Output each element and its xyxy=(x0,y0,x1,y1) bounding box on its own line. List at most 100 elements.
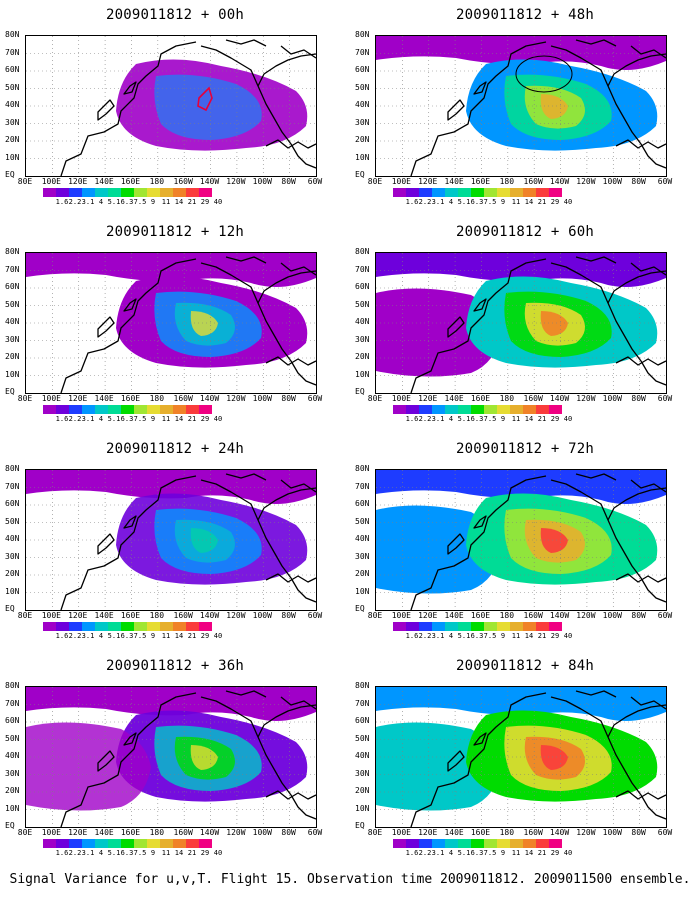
colorbar-swatch xyxy=(393,405,406,414)
colorbar-swatch xyxy=(121,622,134,631)
target-region-outline xyxy=(197,86,213,112)
colorbar-swatch xyxy=(82,188,95,197)
latitude-label: EQ xyxy=(355,387,365,396)
coastline xyxy=(615,573,666,583)
colorbar-label: 2.2 xyxy=(68,415,82,423)
colorbar-swatch xyxy=(134,405,147,414)
map-canvas xyxy=(26,36,316,176)
variance-map xyxy=(375,469,667,611)
colorbar-swatch xyxy=(536,188,549,197)
colorbar-swatch xyxy=(549,839,562,848)
verification-region-circle xyxy=(515,55,573,93)
colorbar-swatch xyxy=(108,188,121,197)
longitude-label: 160W xyxy=(523,177,543,186)
colorbar-label: 4 xyxy=(448,415,454,423)
colorbar-label: 2.2 xyxy=(418,632,432,640)
colorbar-swatch xyxy=(549,405,562,414)
coastline xyxy=(550,696,666,820)
colorbar-swatch xyxy=(82,839,95,848)
colorbar-swatch xyxy=(523,839,536,848)
latitude-label: 50N xyxy=(355,733,370,743)
colorbar-label: 2.2 xyxy=(418,198,432,206)
colorbar-label: 1.6 xyxy=(405,415,419,423)
colorbar xyxy=(43,622,212,631)
longitude-label: 100E xyxy=(41,394,61,403)
longitude-label: 160E xyxy=(120,828,141,837)
latitude-label: 50N xyxy=(5,516,20,526)
variance-contour-fill xyxy=(190,528,218,553)
colorbar-label: 40 xyxy=(213,415,223,423)
colorbar-swatch xyxy=(458,188,471,197)
latitude-label: 80N xyxy=(355,464,370,473)
colorbar-swatch xyxy=(160,188,173,197)
colorbar-label: 29 xyxy=(550,632,560,640)
latitude-label: 30N xyxy=(5,117,20,127)
latitude-label: 50N xyxy=(355,82,370,92)
latitude-label: 20N xyxy=(355,135,370,144)
latitude-label: 50N xyxy=(5,299,20,309)
coastline xyxy=(280,262,316,276)
longitude-label: 120W xyxy=(576,177,596,186)
coastline xyxy=(225,690,267,698)
colorbar-label: 11 xyxy=(161,198,171,206)
colorbar-label: 11 xyxy=(511,415,521,423)
panel-title: 2009011812 + 84h xyxy=(455,658,595,674)
longitude-label: 100W xyxy=(602,177,622,186)
colorbar-swatch xyxy=(199,622,212,631)
map-panel: 2009011812 + 00h 80N 70N 60N 50N 40N 30N 20N 10N… xyxy=(5,5,345,220)
coastline xyxy=(607,487,666,521)
colorbar-swatch xyxy=(432,839,445,848)
variance-contour-fill xyxy=(190,745,218,770)
colorbar-swatch xyxy=(497,622,510,631)
latitude-label: 50N xyxy=(5,82,20,92)
latitude-label: 10N xyxy=(355,152,370,162)
colorbar-swatch xyxy=(549,188,562,197)
longitude-label: 100W xyxy=(252,828,272,837)
colorbar-swatch xyxy=(147,622,160,631)
variance-map xyxy=(375,686,667,828)
colorbar-label: 4 xyxy=(98,849,104,857)
colorbar-label: 3.1 xyxy=(81,632,95,640)
colorbar-label: 6.3 xyxy=(470,849,484,857)
longitude-label: 120E xyxy=(68,177,88,186)
colorbar xyxy=(43,405,212,414)
map-panel: 2009011812 + 84h 80N 70N 60N 50N 40N 30N 20N 10N… xyxy=(355,656,695,871)
coastline xyxy=(447,750,465,772)
colorbar-swatch xyxy=(56,839,69,848)
longitude-label: 80E xyxy=(367,394,383,403)
latitude-label: 70N xyxy=(355,264,370,274)
colorbar-label: 6.3 xyxy=(120,415,134,423)
coastline xyxy=(200,696,316,820)
latitude-label: 50N xyxy=(5,733,20,743)
coastline xyxy=(265,790,316,800)
latitude-label: 70N xyxy=(5,698,20,708)
colorbar-label: 29 xyxy=(550,198,560,206)
coastline xyxy=(225,39,267,47)
coastline xyxy=(200,45,316,169)
variance-contour-fill xyxy=(376,470,666,504)
colorbar-label: 4 xyxy=(98,198,104,206)
colorbar-swatch xyxy=(393,622,406,631)
longitude-label: 180 xyxy=(499,177,515,186)
longitude-label: 80E xyxy=(367,177,383,186)
coastline xyxy=(280,479,316,493)
colorbar-swatch xyxy=(199,405,212,414)
panel-title: 2009011812 + 12h xyxy=(105,224,245,240)
coastline xyxy=(575,473,617,481)
figure-caption: Signal Variance for u,v,T. Flight 15. Ob… xyxy=(9,872,691,887)
colorbar-label: 21 xyxy=(537,849,547,857)
colorbar-swatch xyxy=(497,188,510,197)
colorbar-label: 4 xyxy=(448,849,454,857)
colorbar-swatch xyxy=(523,405,536,414)
colorbar-label: 3.1 xyxy=(431,198,445,206)
colorbar-swatch xyxy=(56,405,69,414)
colorbar-label: 5.1 xyxy=(107,198,121,206)
colorbar-swatch xyxy=(69,188,82,197)
longitude-label: 140W xyxy=(549,394,570,403)
variance-contour-fill xyxy=(376,253,666,287)
latitude-label: 40N xyxy=(355,317,370,326)
latitude-label: 70N xyxy=(355,481,370,491)
coastline xyxy=(280,45,316,59)
latitude-label: 30N xyxy=(5,551,20,561)
colorbar-label: 14 xyxy=(524,849,534,857)
